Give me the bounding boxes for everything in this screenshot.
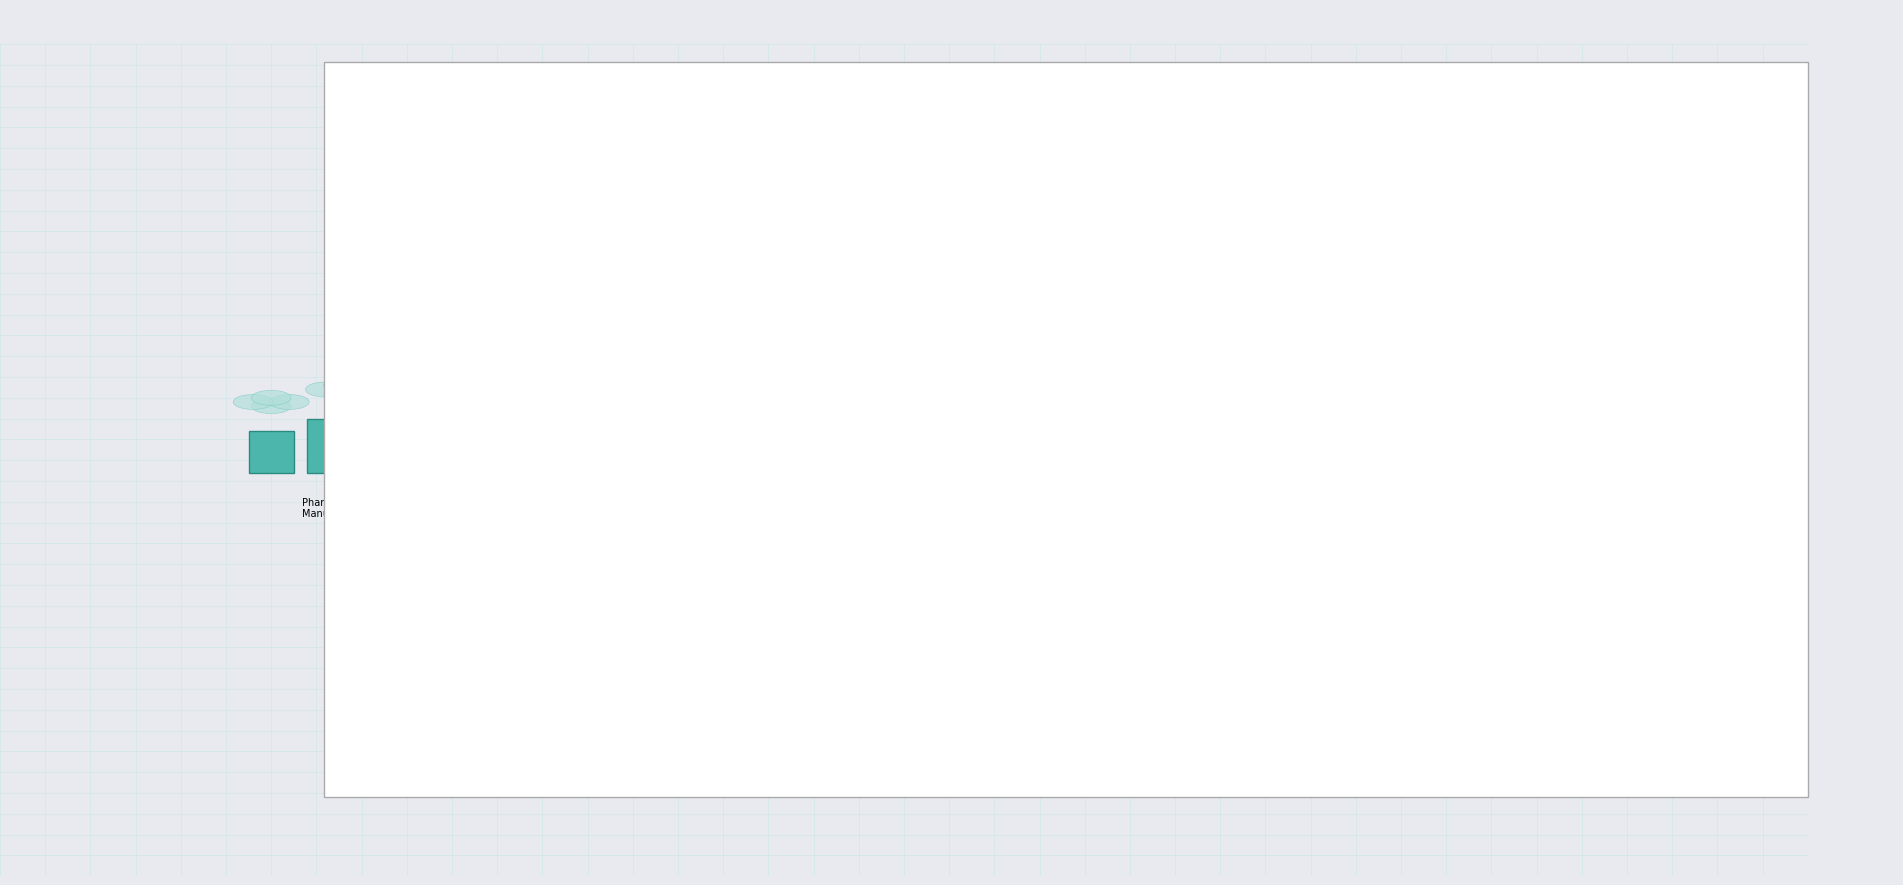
- Text: EE Mount
Wholesaler: EE Mount Wholesaler: [759, 460, 814, 481]
- Bar: [807, 452, 820, 481]
- FancyBboxPatch shape: [736, 281, 835, 340]
- Circle shape: [1347, 269, 1437, 311]
- Text: Whohealth Hospital: Whohealth Hospital: [1264, 554, 1359, 565]
- Bar: [752, 252, 767, 281]
- Ellipse shape: [251, 390, 291, 405]
- Bar: [807, 252, 820, 281]
- FancyBboxPatch shape: [421, 400, 611, 479]
- Bar: [778, 252, 794, 281]
- Bar: [1541, 473, 1568, 519]
- Polygon shape: [1246, 581, 1374, 605]
- Bar: [358, 427, 402, 473]
- Bar: [1323, 656, 1353, 674]
- Ellipse shape: [251, 398, 291, 413]
- Text: Safe Drug: Pharmacy: Safe Drug: Pharmacy: [1340, 365, 1444, 374]
- Ellipse shape: [771, 235, 803, 253]
- Bar: [249, 431, 293, 473]
- Text: Pharma Plant
Manufacturer: Pharma Plant Manufacturer: [303, 497, 367, 519]
- Bar: [1292, 685, 1328, 705]
- Text: Lucitin
Case C1: Lucitin Case C1: [1022, 563, 1075, 590]
- Bar: [1522, 419, 1551, 452]
- Ellipse shape: [234, 395, 272, 410]
- Text: Lucitin
Bottle B1: Lucitin Bottle B1: [1298, 442, 1359, 470]
- Text: EE Mount
Wholesaler: EE Mount Wholesaler: [759, 259, 814, 281]
- Text: Patient: Patient: [1519, 535, 1555, 545]
- Text: Lucitin
Palette P1: Lucitin Palette P1: [481, 426, 550, 453]
- Bar: [1269, 631, 1298, 649]
- Bar: [1323, 631, 1353, 649]
- FancyBboxPatch shape: [953, 266, 1144, 337]
- FancyBboxPatch shape: [953, 542, 1144, 612]
- Ellipse shape: [771, 435, 803, 453]
- Circle shape: [1498, 392, 1576, 428]
- FancyBboxPatch shape: [632, 86, 1319, 169]
- Ellipse shape: [324, 378, 363, 393]
- FancyBboxPatch shape: [736, 481, 835, 539]
- Ellipse shape: [343, 382, 381, 397]
- Ellipse shape: [797, 235, 830, 253]
- Bar: [306, 419, 343, 473]
- Bar: [1505, 473, 1532, 519]
- Bar: [1256, 605, 1364, 705]
- Ellipse shape: [797, 435, 830, 453]
- Ellipse shape: [306, 382, 344, 397]
- Bar: [778, 452, 794, 481]
- Bar: [752, 452, 767, 481]
- Ellipse shape: [270, 395, 308, 410]
- Text: Lucitin
Case C2: Lucitin Case C2: [1022, 289, 1075, 316]
- FancyBboxPatch shape: [1233, 420, 1423, 491]
- Bar: [1269, 656, 1298, 674]
- Text: RX: RX: [1385, 285, 1399, 295]
- Ellipse shape: [324, 386, 363, 401]
- Ellipse shape: [742, 235, 776, 253]
- Ellipse shape: [742, 435, 776, 453]
- Text: A Pharmaceutical Supply Chain: A Pharmaceutical Supply Chain: [780, 118, 1172, 137]
- Bar: [1503, 414, 1570, 477]
